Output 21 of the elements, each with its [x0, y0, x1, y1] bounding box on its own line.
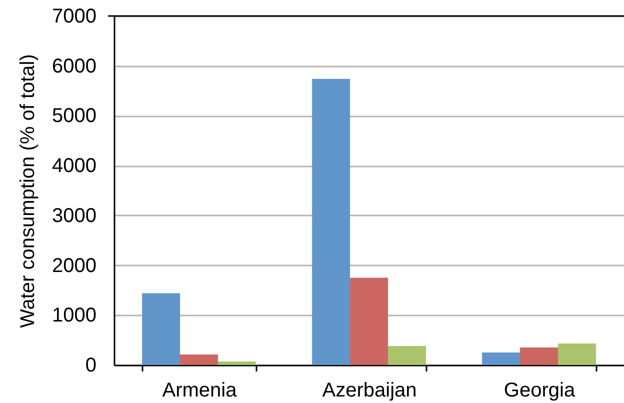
y-tick-label: 2000: [52, 254, 96, 277]
bar: [558, 344, 596, 365]
y-axis-title: Water consumption (% of total): [17, 54, 40, 328]
y-tick-label: 0: [85, 354, 96, 376]
x-tick-label: Armenia: [162, 380, 238, 402]
bar: [482, 352, 520, 365]
y-tick-label: 6000: [52, 55, 96, 78]
bar: [312, 78, 350, 365]
bar: [350, 278, 388, 365]
bar: [520, 348, 558, 365]
bar: [218, 362, 256, 365]
bar: [142, 293, 180, 365]
bar: [180, 354, 218, 365]
y-tick-label: 7000: [52, 6, 96, 28]
y-tick-label: 3000: [52, 204, 96, 227]
bar: [388, 346, 426, 365]
x-tick-label: Azerbaijan: [322, 380, 417, 402]
y-tick-label: 4000: [52, 155, 96, 178]
y-tick-label: 1000: [52, 304, 96, 327]
y-tick-label: 5000: [52, 105, 96, 128]
x-tick-label: Georgia: [504, 380, 576, 402]
